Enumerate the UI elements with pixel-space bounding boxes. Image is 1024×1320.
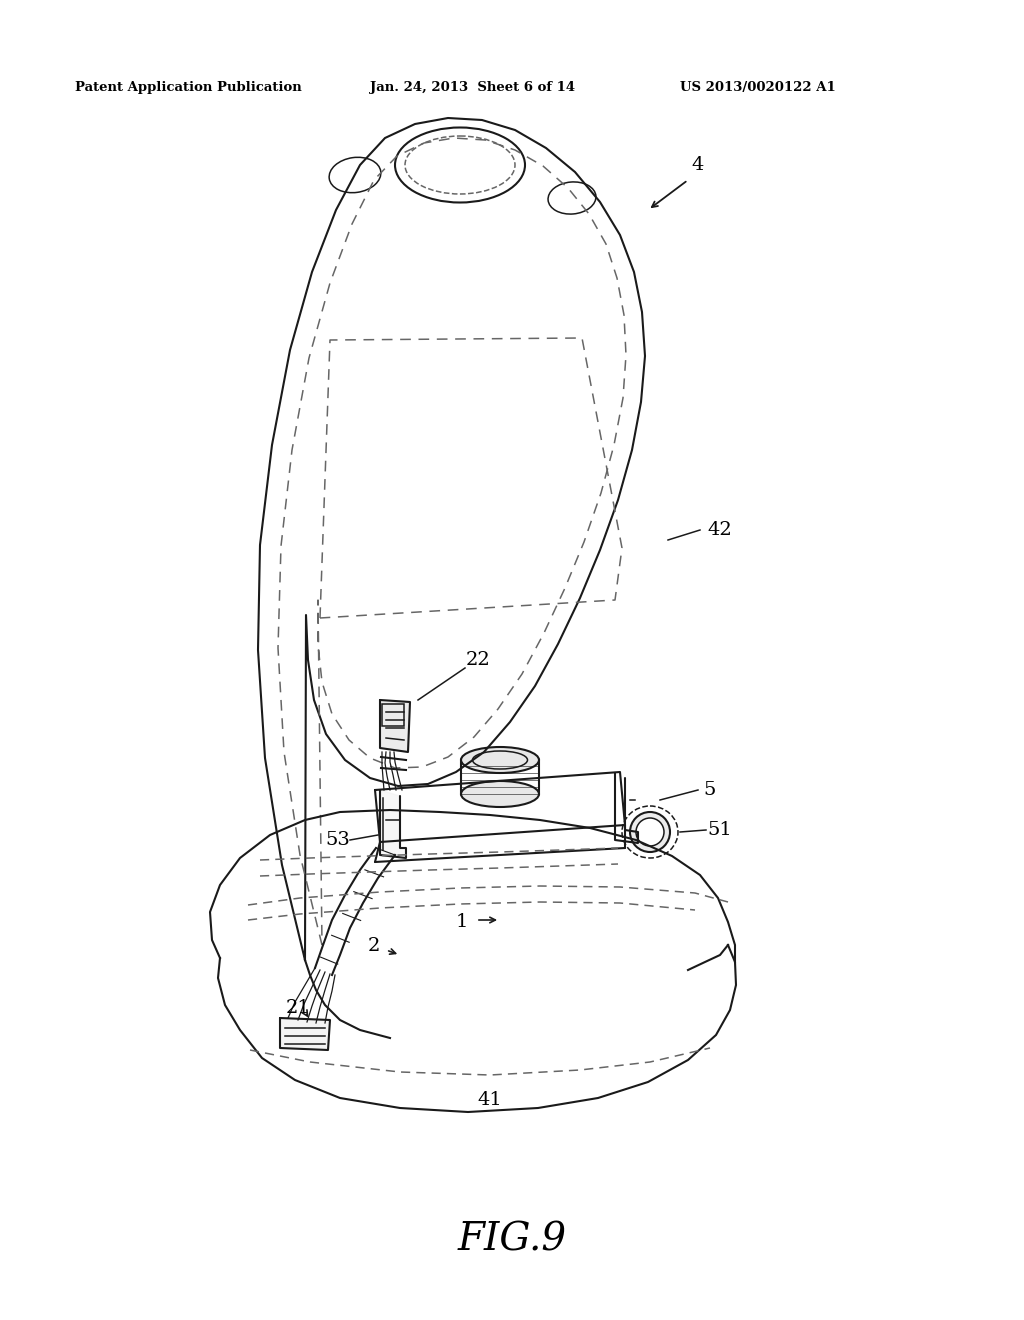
Polygon shape: [280, 1018, 330, 1049]
Text: 42: 42: [708, 521, 732, 539]
Text: 1: 1: [456, 913, 468, 931]
Text: 22: 22: [466, 651, 490, 669]
Text: 21: 21: [286, 999, 310, 1016]
Text: FIG.9: FIG.9: [458, 1221, 566, 1258]
Ellipse shape: [461, 781, 539, 807]
Text: 5: 5: [703, 781, 716, 799]
Polygon shape: [380, 700, 410, 752]
Text: 2: 2: [368, 937, 380, 954]
Ellipse shape: [636, 818, 664, 846]
Polygon shape: [380, 789, 406, 858]
Text: Jan. 24, 2013  Sheet 6 of 14: Jan. 24, 2013 Sheet 6 of 14: [370, 82, 575, 95]
Text: 53: 53: [326, 832, 350, 849]
Ellipse shape: [461, 747, 539, 774]
Ellipse shape: [630, 812, 670, 851]
Text: 41: 41: [477, 1092, 503, 1109]
Text: Patent Application Publication: Patent Application Publication: [75, 82, 302, 95]
Text: 4: 4: [692, 156, 705, 174]
Text: 51: 51: [708, 821, 732, 840]
Text: US 2013/0020122 A1: US 2013/0020122 A1: [680, 82, 836, 95]
